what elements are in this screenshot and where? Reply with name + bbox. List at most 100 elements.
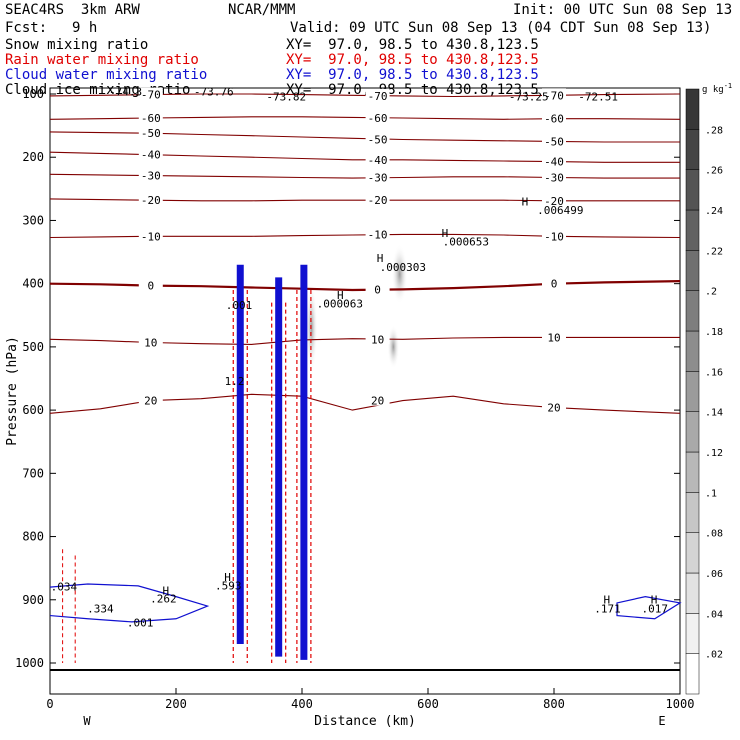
org-label: NCAR/MMM <box>228 2 296 18</box>
field-name-rain: Rain water mixing ratio <box>5 52 199 68</box>
colorbar-bin <box>685 169 700 211</box>
colorbar-bin <box>685 129 700 170</box>
value-label: -73.76 <box>194 85 234 98</box>
cloud-water-contour <box>616 596 682 620</box>
ice-shading <box>391 244 408 305</box>
contour-label: -50 <box>544 135 564 148</box>
contour-label-bg <box>138 147 163 160</box>
colorbar-bin <box>685 250 700 291</box>
contour-label: -10 <box>368 228 388 241</box>
contour-label: 10 <box>547 331 560 344</box>
contour-label: -30 <box>141 170 161 183</box>
y-tick-label: 600 <box>22 403 44 417</box>
max-marker: H <box>522 195 529 208</box>
contour-label: -60 <box>141 112 161 125</box>
contour-label-bg <box>542 134 566 147</box>
contour-label: 0 <box>374 283 381 296</box>
contour-label-bg <box>542 154 566 167</box>
y-tick-label: 200 <box>22 150 44 164</box>
contour-label: -70 <box>544 89 564 102</box>
x-tick-label: 1000 <box>666 697 695 711</box>
contour-label: 20 <box>144 395 157 408</box>
colorbar-tick-label: .1 <box>705 488 717 499</box>
run-title: SEAC4RS 3km ARW <box>5 2 140 18</box>
colorbar-tick-label: .2 <box>705 287 717 298</box>
cloud-water-contour <box>49 583 210 623</box>
colorbar-unit: g kg-1 <box>702 82 732 95</box>
colorbar-tick-label: .18 <box>705 327 723 338</box>
x-tick-label: 200 <box>165 697 187 711</box>
contour-label-bg <box>138 126 163 139</box>
y-tick-label: 300 <box>22 213 44 227</box>
value-label: .001 <box>226 299 253 312</box>
contour-label-bg <box>138 87 163 100</box>
contour-label: 0 <box>147 280 154 293</box>
colorbar-tick-label: .28 <box>705 125 723 136</box>
contour-label: 10 <box>371 333 384 346</box>
colorbar-tick-label: .26 <box>705 166 723 177</box>
y-tick-label: 100 <box>22 87 44 101</box>
colorbar-bin <box>685 88 700 130</box>
valid-time: Valid: 09 UTC Sun 08 Sep 13 (04 CDT Sun … <box>290 20 712 36</box>
contour-label-bg <box>365 393 390 406</box>
plot-header: SEAC4RS 3km ARW NCAR/MMM Init: 00 UTC Su… <box>0 0 740 100</box>
value-label: .001 <box>127 616 154 629</box>
contour-label: -20 <box>544 195 564 208</box>
contour-label: -50 <box>368 134 388 147</box>
value-label: .593 <box>215 580 242 593</box>
contour-label: -30 <box>544 171 564 184</box>
value-label: .000063 <box>317 298 363 311</box>
y-tick-label: 400 <box>22 277 44 291</box>
x-tick-label: 400 <box>291 697 313 711</box>
value-label: 1.2 <box>225 375 245 388</box>
colorbar-bin <box>685 653 700 695</box>
colorbar-bin <box>685 613 700 654</box>
contour-label-bg <box>365 132 390 145</box>
colorbar-tick-label: .14 <box>705 408 723 419</box>
contour-label: -10 <box>544 230 564 243</box>
contour-label-bg <box>542 170 566 183</box>
y-axis-label: Pressure (hPa) <box>5 336 20 446</box>
x-endpoint-west: W <box>83 714 91 728</box>
value-label: .262 <box>150 592 177 605</box>
x-tick-label: 600 <box>417 697 439 711</box>
colorbar-bin <box>685 411 700 453</box>
contour-label-bg <box>365 332 390 345</box>
field-xy-snow: XY= 97.0, 98.5 to 430.8,123.5 <box>286 37 539 53</box>
colorbar-bin <box>685 451 700 493</box>
max-marker: H <box>163 585 170 598</box>
init-time: Init: 00 UTC Sun 08 Sep 13 <box>513 2 733 18</box>
field-name-snow: Snow mixing ratio <box>5 37 149 53</box>
contour-label: -60 <box>368 112 388 125</box>
contour-label: 20 <box>547 402 560 415</box>
y-tick-label: 700 <box>22 466 44 480</box>
value-label: .017 <box>642 602 669 615</box>
colorbar-bin <box>685 330 700 372</box>
contour-label-bg <box>365 227 390 240</box>
contour-label-bg <box>138 193 163 206</box>
colorbar-bin <box>685 532 700 574</box>
plot-frame <box>49 87 681 695</box>
contour-label-bg <box>365 152 390 165</box>
contour-label: -30 <box>368 171 388 184</box>
value-label: -74.3 <box>109 85 142 98</box>
contour-label-bg <box>365 88 390 101</box>
fcst-value: 9 h <box>72 20 98 36</box>
colorbar-tick-label: .04 <box>705 609 723 620</box>
contour-label: -50 <box>141 127 161 140</box>
y-tick-label: 800 <box>22 530 44 544</box>
contour-label: -40 <box>141 149 161 162</box>
value-label: .000653 <box>443 236 489 249</box>
colorbar-tick-label: .12 <box>705 448 723 459</box>
max-marker: H <box>377 252 384 265</box>
contour-label: -20 <box>368 194 388 207</box>
contour-label-bg <box>138 111 163 124</box>
contour-label: -40 <box>544 156 564 169</box>
contour-label-bg <box>542 193 566 206</box>
max-marker: H <box>224 571 231 584</box>
field-name-cloud-water: Cloud water mixing ratio <box>5 67 208 83</box>
colorbar-tick-label: .02 <box>705 650 723 661</box>
colorbar-tick-label: .22 <box>705 246 723 257</box>
value-label: .006499 <box>537 204 583 217</box>
